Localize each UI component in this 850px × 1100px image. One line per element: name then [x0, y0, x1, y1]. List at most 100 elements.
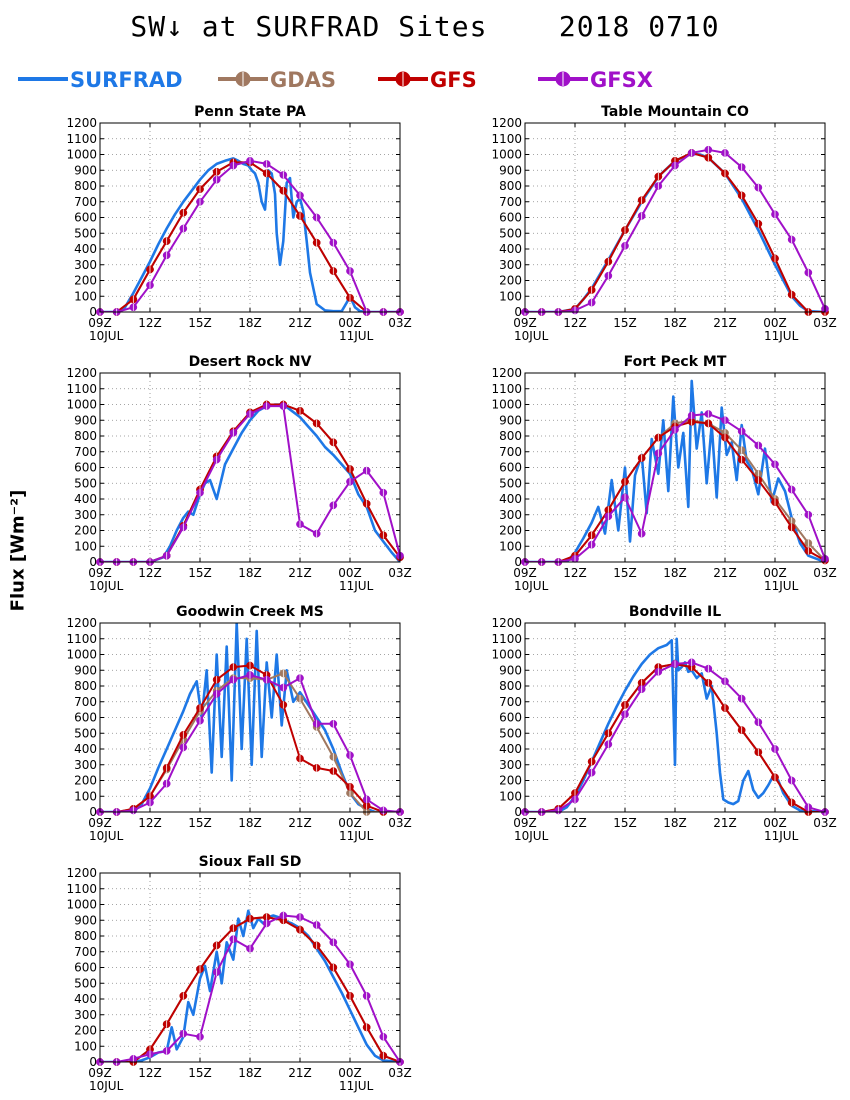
y-tick-label: 800 — [74, 929, 97, 943]
x-tick-label: 03Z — [813, 316, 837, 330]
x-tick-label: 12Z — [563, 816, 587, 830]
y-tick-label: 1100 — [491, 632, 522, 646]
y-tick-label: 0 — [89, 305, 97, 319]
series-line-surfrad — [100, 157, 400, 312]
y-tick-label: 100 — [74, 789, 97, 803]
series-line-surfrad — [100, 623, 400, 812]
x-tick-label: 12Z — [138, 1066, 162, 1080]
y-tick-label: 900 — [74, 413, 97, 427]
y-tick-label: 1200 — [66, 366, 97, 380]
legend-item-gdas: GDAS — [218, 68, 336, 92]
y-tick-label: 500 — [74, 226, 97, 240]
x-tick-label: 21Z — [288, 316, 312, 330]
x-tick-label: 03Z — [388, 566, 412, 580]
y-tick-label: 0 — [514, 305, 522, 319]
y-tick-label: 1100 — [491, 132, 522, 146]
x-tick-label: 21Z — [713, 566, 737, 580]
x-tick-label: 09Z — [88, 316, 112, 330]
y-tick-label: 1000 — [491, 148, 522, 162]
x-tick-sublabel: 10JUL — [514, 329, 549, 343]
plot-frame — [524, 622, 826, 813]
y-tick-label: 600 — [499, 211, 522, 225]
y-tick-label: 1200 — [66, 616, 97, 630]
y-tick-label: 400 — [499, 242, 522, 256]
x-tick-label: 21Z — [288, 1066, 312, 1080]
y-tick-label: 600 — [74, 461, 97, 475]
y-tick-label: 1000 — [66, 398, 97, 412]
x-tick-label: 09Z — [513, 566, 537, 580]
y-tick-label: 800 — [74, 179, 97, 193]
x-tick-label: 18Z — [663, 316, 687, 330]
y-tick-label: 0 — [514, 805, 522, 819]
panel-title: Bondville IL — [629, 604, 721, 620]
y-tick-label: 900 — [499, 163, 522, 177]
x-tick-label: 18Z — [663, 816, 687, 830]
x-tick-label: 00Z — [763, 816, 787, 830]
legend-label: GFSX — [590, 68, 653, 92]
y-tick-label: 1100 — [66, 382, 97, 396]
y-tick-label: 200 — [74, 774, 97, 788]
x-tick-sublabel: 10JUL — [514, 579, 549, 593]
y-tick-label: 900 — [499, 413, 522, 427]
y-tick-label: 800 — [499, 429, 522, 443]
x-tick-label: 15Z — [613, 316, 637, 330]
plot-frame — [99, 872, 401, 1063]
y-tick-label: 700 — [74, 945, 97, 959]
y-tick-label: 700 — [499, 445, 522, 459]
y-tick-label: 200 — [74, 1024, 97, 1038]
x-tick-label: 15Z — [188, 816, 212, 830]
y-tick-label: 500 — [499, 476, 522, 490]
x-tick-label: 12Z — [563, 316, 587, 330]
y-tick-label: 1100 — [66, 632, 97, 646]
y-tick-label: 700 — [499, 695, 522, 709]
y-tick-label: 700 — [74, 195, 97, 209]
y-tick-label: 1200 — [66, 866, 97, 880]
x-tick-label: 03Z — [813, 816, 837, 830]
legend-label: GDAS — [270, 68, 336, 92]
y-tick-label: 0 — [514, 555, 522, 569]
plot-frame — [524, 122, 826, 313]
y-tick-label: 1100 — [66, 882, 97, 896]
y-tick-label: 500 — [499, 726, 522, 740]
x-tick-label: 00Z — [763, 566, 787, 580]
x-tick-sublabel: 11JUL — [764, 329, 799, 343]
x-tick-label: 12Z — [138, 566, 162, 580]
x-tick-label: 09Z — [88, 1066, 112, 1080]
y-tick-label: 200 — [74, 274, 97, 288]
y-tick-label: 300 — [74, 258, 97, 272]
x-tick-sublabel: 10JUL — [89, 1079, 124, 1093]
y-tick-label: 100 — [74, 539, 97, 553]
x-tick-label: 12Z — [138, 816, 162, 830]
y-tick-label: 700 — [74, 445, 97, 459]
x-tick-label: 15Z — [188, 566, 212, 580]
legend-label: SURFRAD — [70, 68, 183, 92]
y-tick-label: 800 — [74, 679, 97, 693]
x-tick-sublabel: 11JUL — [764, 829, 799, 843]
y-tick-label: 1200 — [491, 366, 522, 380]
y-tick-label: 500 — [74, 476, 97, 490]
x-tick-label: 15Z — [613, 566, 637, 580]
y-tick-label: 300 — [499, 508, 522, 522]
y-tick-label: 800 — [499, 679, 522, 693]
y-tick-label: 1200 — [66, 116, 97, 130]
y-tick-label: 200 — [74, 524, 97, 538]
panel-title: Goodwin Creek MS — [176, 604, 324, 620]
y-tick-label: 600 — [74, 961, 97, 975]
y-tick-label: 200 — [499, 774, 522, 788]
y-tick-label: 1100 — [491, 382, 522, 396]
y-tick-label: 700 — [74, 695, 97, 709]
x-tick-label: 03Z — [388, 816, 412, 830]
y-tick-label: 300 — [499, 258, 522, 272]
y-tick-label: 400 — [74, 992, 97, 1006]
plot-frame — [99, 122, 401, 313]
x-tick-label: 15Z — [613, 816, 637, 830]
x-tick-label: 21Z — [288, 566, 312, 580]
y-tick-label: 400 — [74, 742, 97, 756]
plot-frame — [524, 372, 826, 563]
y-tick-label: 300 — [499, 758, 522, 772]
y-tick-label: 1200 — [491, 116, 522, 130]
y-tick-label: 400 — [74, 242, 97, 256]
plot-frame — [99, 372, 401, 563]
